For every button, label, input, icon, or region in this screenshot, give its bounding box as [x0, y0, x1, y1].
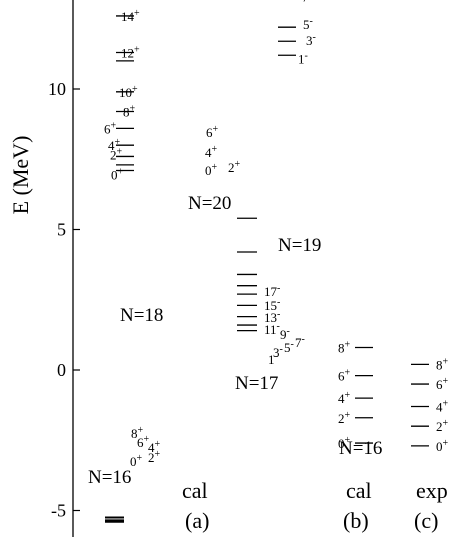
state-label-exp: 6+: [436, 376, 449, 392]
panel-cal-b: cal: [346, 478, 372, 503]
y-tick-label: -5: [51, 501, 66, 521]
group-label-n16-a: N=16: [88, 467, 131, 488]
state-label-n20: 2+: [228, 159, 241, 175]
state-label-n17: 17-: [264, 283, 280, 299]
y-axis: -50510152025: [48, 0, 80, 537]
state-label-n16a: 0+: [130, 453, 143, 469]
state-label-n19: 5-: [303, 16, 313, 32]
state-label-n16b: 2+: [338, 410, 351, 426]
y-tick-label: 10: [48, 79, 66, 99]
panel-cal-a: cal: [182, 478, 208, 503]
state-label-n16b: 0+: [338, 435, 351, 451]
state-label-n18: 8+: [123, 103, 136, 119]
state-label-n20: 0+: [205, 162, 218, 178]
state-label-n20: 4+: [205, 144, 218, 160]
state-label-n20: 6+: [206, 124, 219, 140]
y-tick-label: 5: [57, 220, 66, 240]
panel-label-c: (c): [414, 508, 438, 533]
state-label-n17: 11-: [264, 321, 280, 337]
state-label-n16b: 8+: [338, 340, 351, 356]
panel-label-b: (b): [343, 508, 369, 533]
state-label-n16a: 4+: [148, 439, 161, 455]
group-label-n18: N=18: [120, 305, 163, 326]
state-label-n17: 3-: [273, 344, 283, 360]
group-label-n16-b: N=16: [339, 438, 382, 459]
state-label-n19: 3-: [306, 32, 316, 48]
state-label-n18: 4+: [108, 137, 121, 153]
y-tick-label: 0: [57, 360, 66, 380]
state-label-n17: 13-: [264, 309, 280, 325]
state-label-n18: 2+: [110, 146, 123, 162]
panel-exp-c: exp: [416, 478, 448, 503]
state-label-n16b: 6+: [338, 368, 351, 384]
state-label-exp: 4+: [436, 399, 449, 415]
y-axis-title: E (MeV): [8, 136, 33, 215]
state-label-n17: 1-: [268, 351, 278, 367]
state-label-n18: 6+: [104, 120, 117, 136]
state-label-n19: 1-: [298, 50, 308, 66]
energy-levels: [105, 15, 429, 523]
state-label-n17: 5-: [284, 339, 294, 355]
group-label-n20: N=20: [188, 193, 231, 214]
state-label-n17: 7-: [295, 334, 305, 350]
state-label-exp: 8+: [436, 356, 449, 372]
state-label-n19: 7-: [302, 0, 312, 4]
group-label-n17: N=17: [235, 373, 278, 394]
state-label-n16a: 8+: [131, 425, 144, 441]
state-label-n18: 10+: [119, 84, 138, 100]
state-label-n16a: 2+: [148, 449, 161, 465]
state-label-n18: 12+: [121, 44, 140, 60]
panel-label-a: (a): [185, 508, 209, 533]
state-label-n18: 0+: [111, 166, 124, 182]
state-label-exp: 0+: [436, 438, 449, 454]
state-label-n16b: 4+: [338, 390, 351, 406]
state-label-n17: 9-: [280, 326, 290, 342]
state-label-n18: 14+: [121, 8, 140, 24]
state-label-exp: 2+: [436, 418, 449, 434]
state-labels: 8+6+4+0+2+0+2+4+6+8+10+12+14+16+18+8+10+…: [104, 0, 449, 469]
state-label-n16a: 6+: [137, 434, 150, 450]
state-label-n17: 15-: [264, 297, 280, 313]
group-label-n19: N=19: [278, 235, 321, 256]
